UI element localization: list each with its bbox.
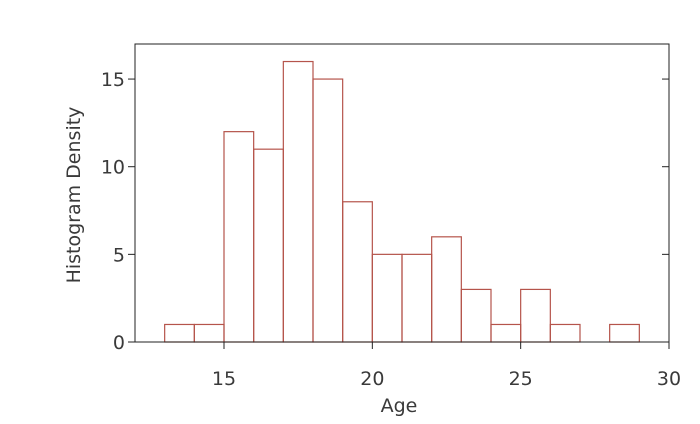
- histogram-bar-9: [431, 236, 462, 343]
- axis-ticks: [128, 78, 670, 349]
- x-tick-label-20: 20: [360, 368, 384, 390]
- histogram-bar-10: [460, 288, 492, 343]
- bars-group: [164, 60, 640, 343]
- plot-frame: [134, 43, 670, 343]
- histogram-bar-2: [223, 131, 255, 343]
- histogram-bar-11: [490, 323, 522, 343]
- y-tick-label-5: 5: [113, 244, 125, 266]
- histogram-bar-15: [609, 323, 640, 343]
- histogram-bar-6: [342, 201, 373, 343]
- y-tick-label-15: 15: [101, 69, 125, 91]
- histogram-bar-4: [282, 60, 314, 343]
- histogram-bar-8: [401, 253, 433, 343]
- histogram-bar-0: [164, 323, 195, 343]
- histogram-bar-1: [193, 323, 225, 343]
- tick-labels: 15 20 25 30 0 5 10 15: [101, 69, 681, 390]
- y-tick-label-10: 10: [101, 157, 125, 179]
- histogram-bar-3: [253, 148, 284, 343]
- x-tick-label-15: 15: [212, 368, 236, 390]
- histogram-bar-5: [312, 78, 344, 343]
- histogram-bar-12: [520, 288, 551, 343]
- histogram-bar-13: [549, 323, 581, 343]
- y-tick-label-0: 0: [113, 332, 125, 354]
- x-axis-label: Age: [381, 395, 418, 417]
- x-tick-label-25: 25: [509, 368, 533, 390]
- histogram-bar-7: [371, 253, 403, 343]
- y-axis-label: Histogram Density: [63, 107, 85, 284]
- x-tick-label-30: 30: [657, 368, 681, 390]
